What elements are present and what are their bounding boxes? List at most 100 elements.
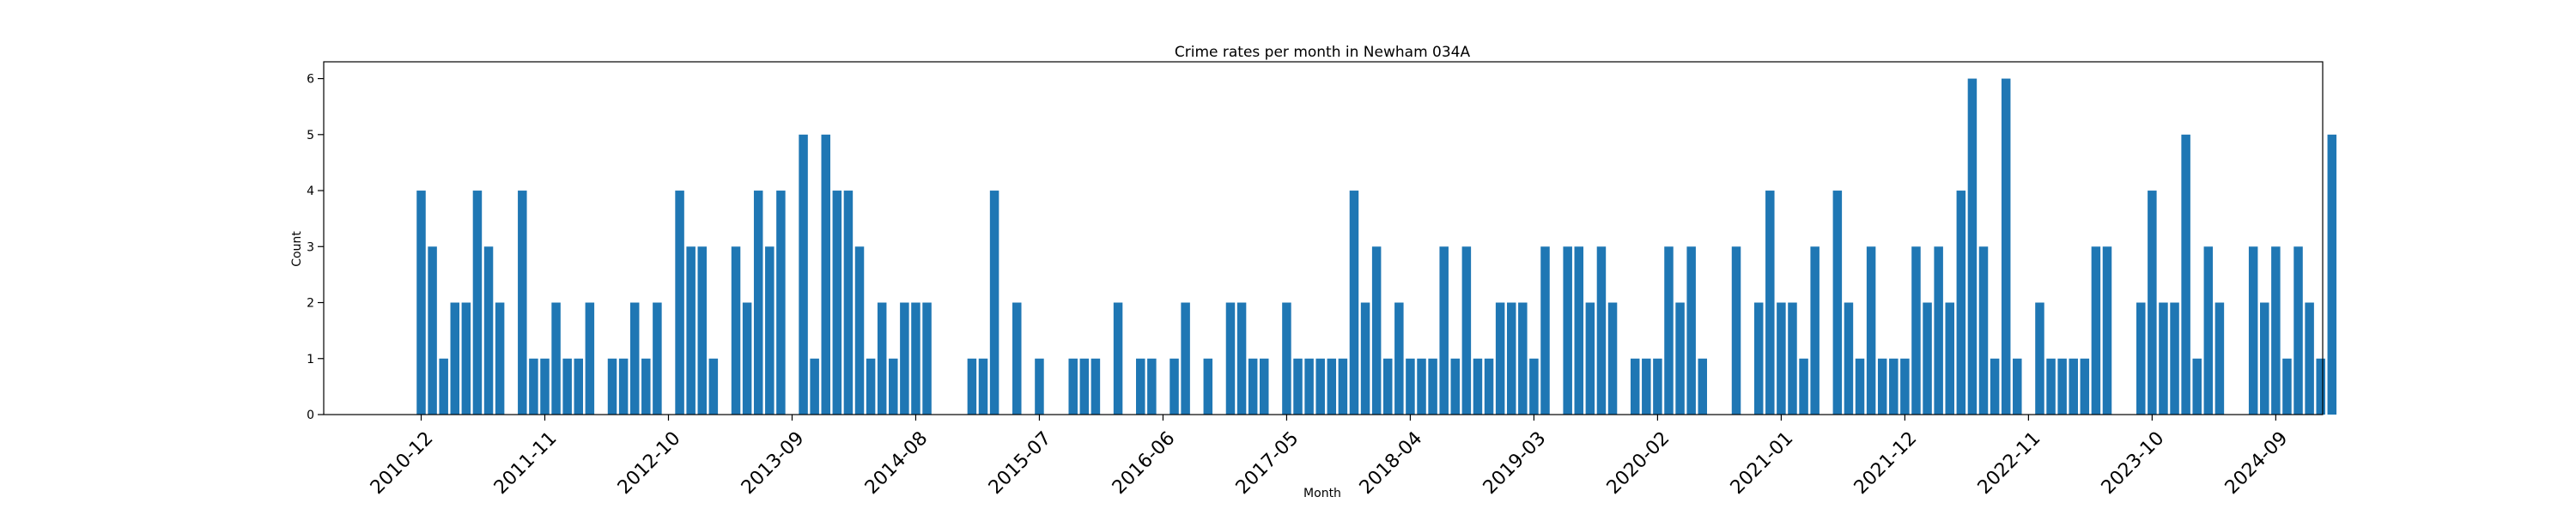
bar	[1653, 358, 1662, 415]
bar	[2305, 302, 2314, 415]
bar	[2181, 134, 2190, 415]
bar	[922, 302, 932, 415]
bar	[1439, 246, 1449, 415]
x-tick-label: 2014-08	[861, 427, 933, 499]
bar	[585, 302, 595, 415]
bar	[1248, 358, 1258, 415]
bar	[574, 358, 584, 415]
bar	[1147, 358, 1157, 415]
bar	[461, 302, 471, 415]
bar	[1698, 358, 1708, 415]
bar	[810, 358, 819, 415]
bar	[439, 358, 448, 415]
bar	[866, 358, 876, 415]
bar	[765, 246, 775, 415]
bar	[653, 302, 662, 415]
bar	[1428, 358, 1437, 415]
bar	[1327, 358, 1337, 415]
bar	[2293, 246, 2303, 415]
y-tick-label: 4	[307, 185, 314, 198]
bar	[472, 191, 483, 415]
bar	[2080, 358, 2090, 415]
bar	[1181, 302, 1190, 415]
bar	[697, 246, 707, 415]
bar	[1900, 358, 1910, 415]
bar	[1012, 302, 1022, 415]
bar	[1855, 358, 1865, 415]
bar	[1225, 302, 1236, 415]
y-tick-label: 0	[307, 409, 314, 422]
x-tick-label: 2021-01	[1727, 427, 1798, 499]
y-tick-label: 3	[307, 240, 314, 254]
bar	[2215, 302, 2225, 415]
bar	[1315, 358, 1325, 415]
bar	[641, 358, 651, 415]
bar	[1091, 358, 1101, 415]
y-tick-label: 6	[307, 73, 314, 87]
bar	[2170, 302, 2179, 415]
bar	[1382, 358, 1393, 415]
bar	[2013, 358, 2022, 415]
bar	[1877, 358, 1887, 415]
bar	[967, 358, 977, 415]
bar	[708, 358, 719, 415]
bar	[1406, 358, 1415, 415]
bar	[1731, 246, 1741, 415]
bar	[889, 358, 898, 415]
x-axis-label: Month	[1303, 487, 1341, 500]
bar	[911, 302, 920, 415]
bar	[675, 191, 684, 415]
y-axis-label: Count	[290, 231, 304, 267]
bar	[1349, 191, 1359, 415]
x-tick-label: 2013-09	[738, 427, 809, 499]
bar	[2001, 78, 2011, 415]
bar	[1417, 358, 1426, 415]
bar	[1170, 358, 1179, 415]
bar	[1630, 358, 1640, 415]
bar	[2260, 302, 2269, 415]
bar	[731, 246, 741, 415]
bar	[854, 246, 865, 415]
x-tick-label: 2024-09	[2221, 427, 2293, 499]
bar	[1282, 302, 1291, 415]
bar	[742, 302, 752, 415]
x-tick-label: 2012-10	[614, 427, 685, 499]
bar	[900, 302, 909, 415]
bar	[2057, 358, 2067, 415]
bar	[821, 134, 830, 415]
bar	[1574, 246, 1584, 415]
bar	[1686, 246, 1696, 415]
bar	[1203, 358, 1213, 415]
x-tick-label: 2020-02	[1603, 427, 1674, 499]
bar	[618, 358, 629, 415]
bar	[1934, 246, 1943, 415]
x-tick-label: 2016-06	[1109, 427, 1180, 499]
bar	[1765, 191, 1775, 415]
bar	[1461, 246, 1472, 415]
bar	[1079, 358, 1090, 415]
bar	[1607, 302, 1618, 415]
bar	[562, 358, 572, 415]
bar	[2248, 246, 2258, 415]
x-tick-label: 2023-10	[2098, 427, 2169, 499]
bar	[1304, 358, 1314, 415]
bar	[1585, 302, 1595, 415]
bar	[1911, 246, 1921, 415]
bar	[2148, 191, 2157, 415]
bar	[428, 246, 437, 415]
bar	[1371, 246, 1382, 415]
x-tick-label: 2015-07	[985, 427, 1056, 499]
bar	[1236, 302, 1247, 415]
bar	[686, 246, 696, 415]
bar	[1866, 246, 1876, 415]
bar	[2327, 134, 2337, 415]
bar	[1495, 302, 1505, 415]
bar	[1967, 78, 1978, 415]
bar	[1753, 302, 1764, 415]
bar	[776, 191, 786, 415]
bar	[753, 191, 763, 415]
bar	[1113, 302, 1123, 415]
bar	[2136, 302, 2146, 415]
y-axis-ticks: 0 1 2 3 4 5 6	[307, 73, 324, 422]
